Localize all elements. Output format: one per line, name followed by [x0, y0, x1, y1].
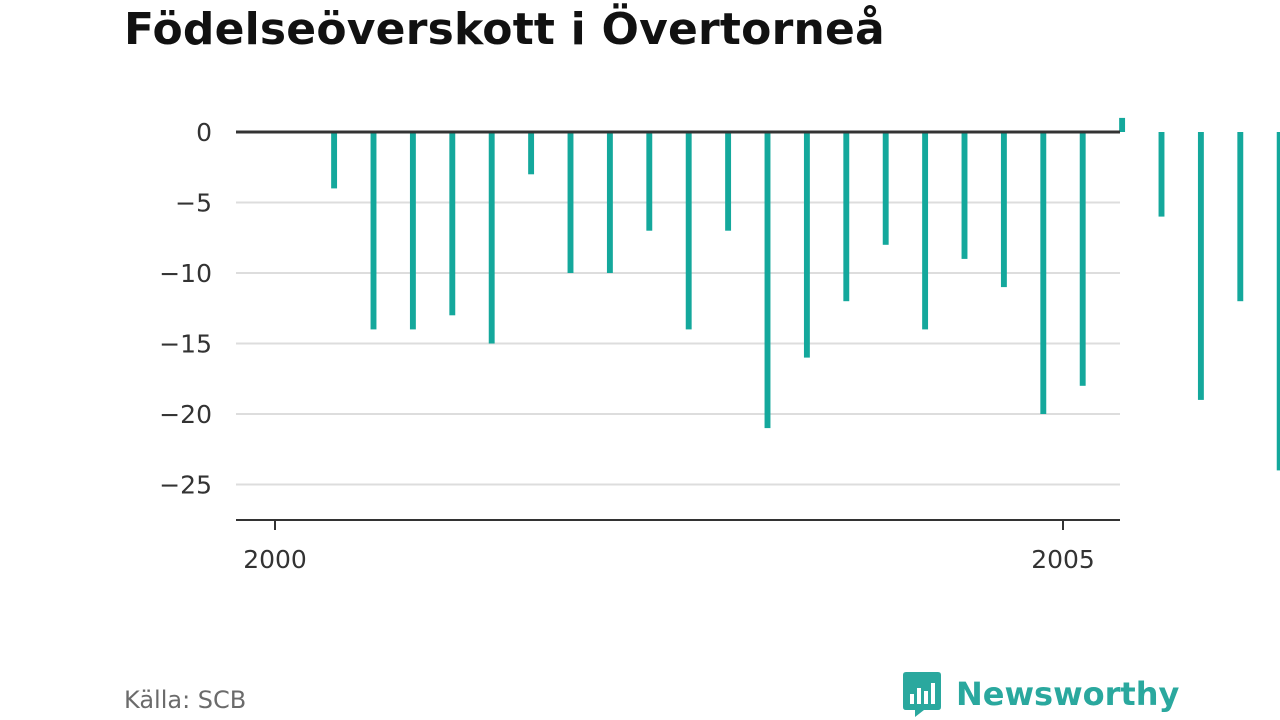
bar [922, 132, 929, 330]
bar [606, 132, 613, 273]
y-tick-label: −10 [159, 259, 212, 288]
bar [1197, 132, 1204, 400]
bar [685, 132, 692, 330]
brand-name: Newsworthy [956, 675, 1180, 713]
bar [764, 132, 771, 429]
bar [882, 132, 889, 245]
bar [1040, 132, 1047, 414]
bar [646, 132, 653, 231]
bar [331, 132, 338, 189]
gridlines [236, 201, 1120, 486]
bar [409, 132, 416, 330]
bar [1237, 132, 1244, 302]
bar [370, 132, 377, 330]
bar [1119, 117, 1126, 132]
y-tick-label: −20 [159, 400, 212, 429]
bar [488, 132, 495, 344]
bar-chart: 0−5−10−15−20−25 200020052010201520202025 [159, 117, 1280, 574]
y-tick-label: 0 [196, 118, 212, 147]
bar [1079, 132, 1086, 386]
newsworthy-logo-icon [903, 672, 941, 717]
bar [725, 132, 732, 231]
bar [567, 132, 574, 273]
y-tick-label: −15 [159, 330, 212, 359]
bar-series [331, 117, 1280, 471]
y-tick-label: −5 [175, 189, 212, 218]
y-tick-label: −25 [159, 471, 212, 500]
bar [803, 132, 810, 358]
bar [961, 132, 968, 259]
bar [843, 132, 850, 302]
source-note: Källa: SCB [124, 686, 247, 714]
bar [1276, 132, 1280, 471]
x-tick-label: 2005 [1031, 545, 1095, 574]
brand-logo: Newsworthy [902, 670, 1179, 718]
bar [1000, 132, 1007, 288]
x-tick-label: 2000 [243, 545, 307, 574]
x-axis: 200020052010201520202025 [236, 519, 1120, 574]
chart-title: Födelseöverskott i Övertorneå [124, 4, 885, 55]
bar [528, 132, 535, 175]
y-axis-ticks: 0 −5 −10 −15 −20 −25 [159, 118, 212, 500]
bar [1158, 132, 1165, 217]
bar [449, 132, 456, 316]
